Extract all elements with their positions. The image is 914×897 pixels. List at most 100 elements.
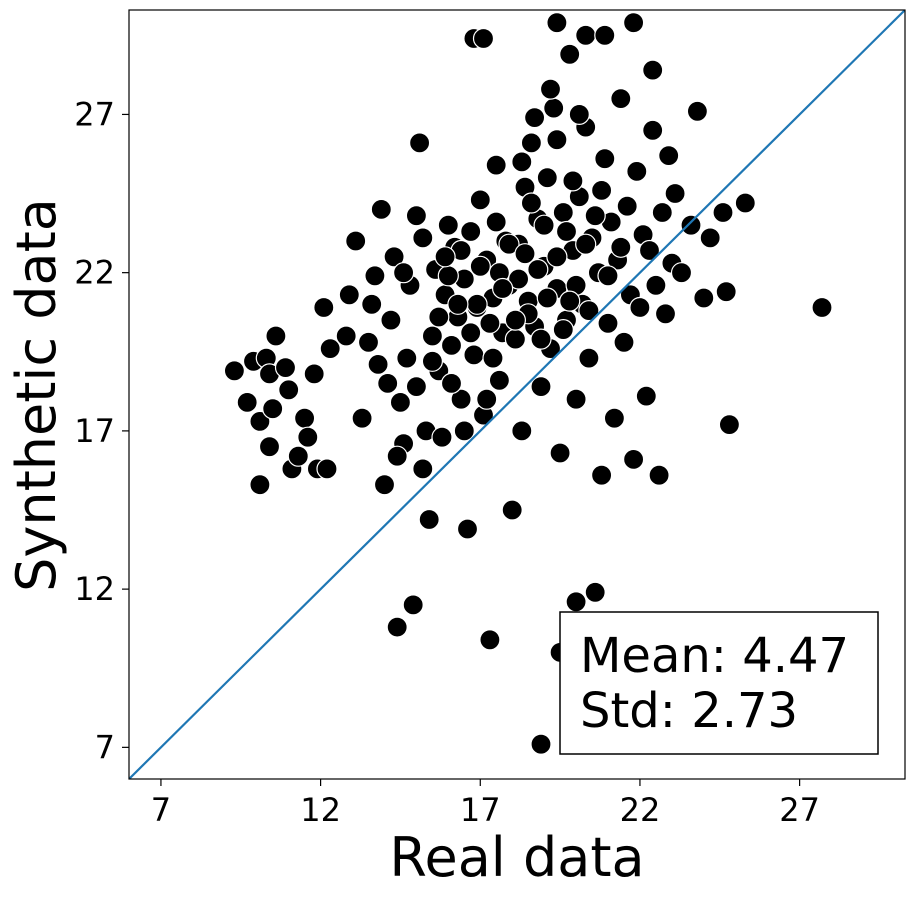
data-point <box>610 87 632 110</box>
data-point <box>412 227 434 249</box>
data-point <box>584 581 606 603</box>
data-point <box>734 192 756 214</box>
data-point <box>294 407 316 429</box>
data-point <box>523 106 546 129</box>
data-point <box>520 192 543 214</box>
data-point <box>613 331 635 353</box>
data-point <box>629 296 651 319</box>
data-point <box>469 255 491 277</box>
data-point <box>469 189 491 211</box>
data-point <box>492 277 514 300</box>
data-point <box>447 293 469 315</box>
data-point <box>437 265 459 287</box>
data-point <box>530 376 552 398</box>
x-tick-label: 12 <box>300 791 341 829</box>
data-point <box>511 420 533 442</box>
data-point <box>658 145 680 167</box>
data-point <box>533 214 555 236</box>
data-point <box>811 296 833 319</box>
data-point <box>405 205 427 227</box>
data-point <box>249 474 271 496</box>
data-point <box>278 379 300 401</box>
data-point <box>386 616 408 638</box>
data-point <box>485 154 507 176</box>
data-point <box>578 300 600 322</box>
data-point <box>466 293 488 315</box>
data-point <box>594 148 616 170</box>
data-point <box>610 236 632 258</box>
x-tick-label: 22 <box>620 791 661 829</box>
data-point <box>603 407 626 429</box>
x-axis-title: Real data <box>389 826 644 889</box>
data-point <box>236 391 258 413</box>
data-point <box>543 97 565 119</box>
data-point <box>648 464 670 486</box>
data-point <box>428 306 450 328</box>
data-point <box>440 334 463 356</box>
data-point <box>287 445 309 467</box>
data-point <box>383 246 405 268</box>
data-point <box>562 170 584 192</box>
data-point <box>520 132 543 154</box>
data-point <box>590 179 613 201</box>
data-point <box>578 347 600 369</box>
data-point <box>274 357 297 379</box>
data-point <box>559 290 581 312</box>
data-point <box>712 201 734 224</box>
data-point <box>504 328 527 350</box>
data-point <box>361 293 383 315</box>
x-tick-label: 17 <box>460 791 501 829</box>
stats-mean-text: Mean: 4.47 <box>580 628 849 684</box>
data-point <box>626 160 648 182</box>
y-axis-title: Synthetic data <box>5 198 68 592</box>
data-point <box>565 388 587 410</box>
data-point <box>718 414 741 436</box>
data-point <box>434 246 456 268</box>
data-point <box>367 353 389 375</box>
data-point <box>297 426 319 448</box>
data-point <box>313 296 335 319</box>
data-point <box>338 284 360 306</box>
data-point <box>386 445 408 467</box>
data-point <box>597 312 619 334</box>
data-point <box>389 391 411 413</box>
data-point <box>645 274 667 296</box>
data-point <box>511 151 533 173</box>
data-point <box>498 233 520 255</box>
data-point <box>476 388 498 410</box>
data-point <box>303 363 325 385</box>
y-tick-label: 22 <box>74 254 115 292</box>
data-point <box>527 258 549 281</box>
data-point <box>546 12 568 34</box>
data-point <box>258 436 281 458</box>
data-point <box>262 398 284 420</box>
data-point <box>437 214 459 236</box>
data-point <box>530 733 552 755</box>
data-point <box>680 214 702 236</box>
data-point <box>651 201 673 224</box>
data-point <box>456 518 479 540</box>
data-point <box>622 12 645 34</box>
data-point <box>575 24 597 46</box>
data-point <box>393 262 415 284</box>
data-point <box>642 119 664 141</box>
data-point <box>319 338 341 360</box>
data-point <box>686 100 709 122</box>
data-point <box>552 319 574 341</box>
x-axis-ticks: 7 12 17 22 27 <box>151 779 820 829</box>
data-point <box>335 325 357 347</box>
identity-reference-line <box>129 10 905 779</box>
data-point <box>223 360 245 382</box>
data-point <box>635 385 657 407</box>
data-point <box>546 246 568 268</box>
data-point <box>377 372 399 394</box>
x-tick-label: 27 <box>779 791 820 829</box>
data-point <box>530 328 552 350</box>
data-point <box>715 281 737 303</box>
data-point <box>642 59 664 81</box>
plot-frame <box>128 9 906 780</box>
y-tick-label: 12 <box>74 570 115 608</box>
stats-annotation-box: Mean: 4.47 Std: 2.73 <box>559 611 879 755</box>
data-point <box>555 220 578 243</box>
